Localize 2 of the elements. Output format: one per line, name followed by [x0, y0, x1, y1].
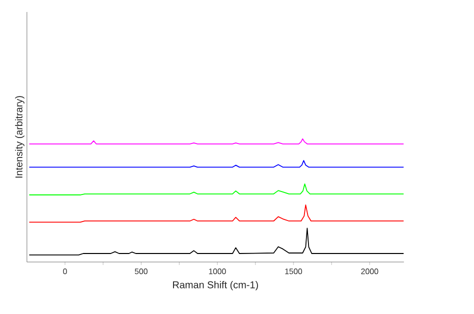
- x-axis-title: Raman Shift (cm-1): [173, 281, 258, 290]
- y-axis-title: Intensity (arbitrary): [15, 96, 24, 178]
